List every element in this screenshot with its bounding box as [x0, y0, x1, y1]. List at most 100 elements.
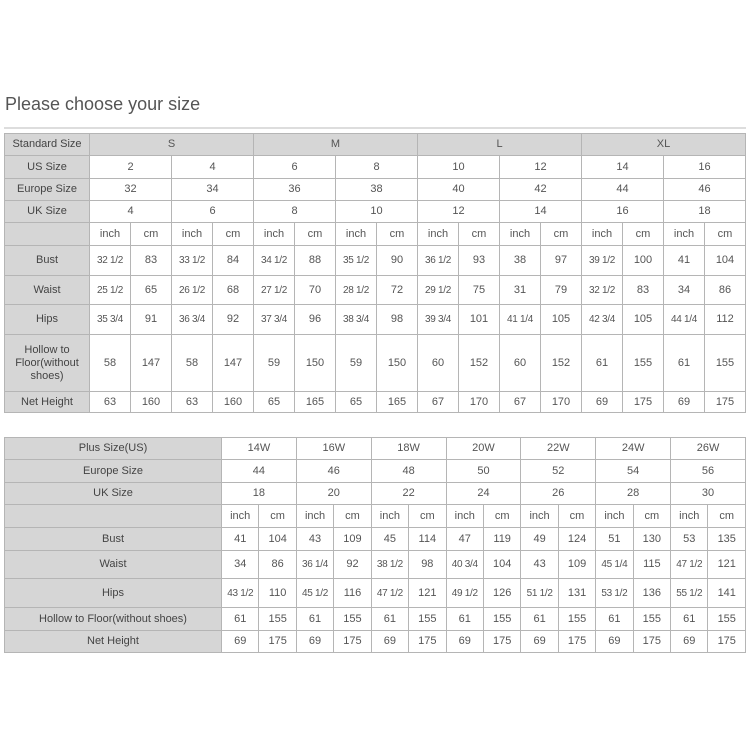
measurement-cell: 155 — [482, 607, 522, 631]
measurement-cell: 67 — [499, 391, 541, 413]
unit-cm: cm — [540, 222, 582, 246]
measurement-cell: 130 — [632, 527, 672, 551]
measurement-cell: 32 1/2 — [89, 245, 131, 276]
table-row: inch cm inch cm inch cm inch cm inch cm inch cm inch… — [4, 504, 746, 528]
measurement-cell: 45 1/2 — [295, 578, 335, 608]
measurement-cell: 35 1/2 — [335, 245, 377, 276]
measurement-cell: 47 — [445, 527, 484, 551]
measurement-cell: 42 3/4 — [581, 304, 623, 335]
measurement-cell: 104 — [704, 245, 746, 276]
us-size-cell: 14W — [221, 437, 297, 460]
measurement-cell: 152 — [458, 334, 500, 392]
measurement-cell: 114 — [408, 527, 447, 551]
unit-inch: inch — [595, 504, 634, 528]
measurement-cell: 104 — [258, 527, 297, 551]
row-label: Hollow to Floor(without shoes) — [4, 607, 222, 631]
measurement-cell: 36 1/2 — [417, 245, 459, 276]
measurement-cell: 97 — [540, 245, 582, 276]
table-row: Plus Size(US) 14W 16W 18W 20W 22W 24W 26W — [4, 437, 746, 460]
measurement-cell: 110 — [258, 578, 297, 608]
measurement-cell: 88 — [294, 245, 336, 276]
europe-size-cell: 36 — [253, 178, 336, 201]
table-row: UK Size 4 6 8 10 12 14 16 18 — [4, 200, 746, 223]
measurement-cell: 34 — [220, 550, 260, 579]
us-size-cell: 2 — [89, 155, 172, 179]
measurement-cell: 32 1/2 — [581, 275, 623, 305]
europe-size-cell: 48 — [370, 459, 447, 483]
measurement-cell: 26 1/2 — [171, 275, 213, 305]
measurement-cell: 40 3/4 — [445, 550, 484, 579]
measurement-cell: 39 3/4 — [417, 304, 459, 335]
uk-size-cell: 8 — [253, 200, 336, 223]
measurement-cell: 155 — [557, 607, 597, 631]
measurement-cell: 175 — [258, 630, 297, 653]
measurement-cell: 44 1/4 — [663, 304, 705, 335]
measurement-cell: 69 — [445, 630, 484, 653]
measurement-cell: 47 1/2 — [370, 578, 410, 608]
table-row: Waist 34 86 36 1/4 92 38 1/2 98 40 3/4 104 43 109 4… — [4, 550, 746, 579]
table-row: Net Height 69 175 69 175 69 175 69 175 69 175 69 175… — [4, 630, 746, 653]
measurement-cell: 175 — [482, 630, 522, 653]
unit-cm: cm — [408, 504, 447, 528]
measurement-cell: 96 — [294, 304, 336, 335]
row-label: Net Height — [4, 630, 222, 653]
measurement-cell: 49 — [520, 527, 559, 551]
measurement-cell: 49 1/2 — [445, 578, 484, 608]
unit-cm: cm — [622, 222, 664, 246]
measurement-cell: 90 — [376, 245, 418, 276]
table-row: Net Height 63 160 63 160 65 165 65 165 67 170 67 170… — [4, 391, 746, 413]
uk-size-cell: 14 — [499, 200, 582, 223]
measurement-cell: 150 — [294, 334, 336, 392]
us-size-cell: 26W — [670, 437, 746, 460]
measurement-cell: 141 — [707, 578, 746, 608]
measurement-cell: 93 — [458, 245, 500, 276]
unit-cm: cm — [557, 504, 597, 528]
measurement-cell: 79 — [540, 275, 582, 305]
us-size-cell: 10 — [417, 155, 500, 179]
size-group-header: M — [253, 133, 418, 156]
europe-size-cell: 46 — [295, 459, 372, 483]
unit-cm: cm — [212, 222, 254, 246]
table-row: US Size 2 4 6 8 10 12 14 16 — [4, 155, 746, 179]
measurement-cell: 47 1/2 — [670, 550, 709, 579]
measurement-cell: 69 — [581, 391, 623, 413]
europe-size-cell: 40 — [417, 178, 500, 201]
measurement-cell: 69 — [370, 630, 410, 653]
table-row: Waist 25 1/2 65 26 1/2 68 27 1/2 70 28 1/2 72 29 … — [4, 275, 746, 305]
uk-size-cell: 4 — [89, 200, 172, 223]
measurement-cell: 165 — [376, 391, 418, 413]
measurement-cell: 61 — [220, 607, 260, 631]
measurement-cell: 41 — [663, 245, 705, 276]
unit-cm: cm — [258, 504, 297, 528]
uk-size-cell: 28 — [595, 482, 672, 505]
measurement-cell: 65 — [253, 391, 295, 413]
table-row: Europe Size 44 46 48 50 52 54 56 — [4, 459, 746, 483]
measurement-cell: 68 — [212, 275, 254, 305]
unit-inch: inch — [417, 222, 459, 246]
unit-cm: cm — [482, 504, 522, 528]
measurement-cell: 38 1/2 — [370, 550, 410, 579]
measurement-cell: 147 — [130, 334, 172, 392]
measurement-cell: 63 — [171, 391, 213, 413]
measurement-cell: 105 — [540, 304, 582, 335]
measurement-cell: 61 — [663, 334, 705, 392]
unit-inch: inch — [220, 504, 260, 528]
divider — [4, 127, 746, 129]
us-size-cell: 14 — [581, 155, 664, 179]
measurement-cell: 160 — [130, 391, 172, 413]
measurement-cell: 155 — [258, 607, 297, 631]
europe-size-cell: 46 — [663, 178, 746, 201]
measurement-cell: 155 — [632, 607, 672, 631]
measurement-cell: 131 — [557, 578, 597, 608]
measurement-cell: 175 — [408, 630, 447, 653]
us-size-cell: 16W — [295, 437, 372, 460]
uk-size-cell: 10 — [335, 200, 418, 223]
measurement-cell: 175 — [704, 391, 746, 413]
row-label: US Size — [4, 155, 90, 179]
table-row: Hips 35 3/4 91 36 3/4 92 37 3/4 96 38 3/4 98 39 3… — [4, 304, 746, 335]
measurement-cell: 119 — [482, 527, 522, 551]
uk-size-cell: 20 — [295, 482, 372, 505]
measurement-cell: 60 — [499, 334, 541, 392]
us-size-cell: 24W — [595, 437, 672, 460]
measurement-cell: 58 — [89, 334, 131, 392]
